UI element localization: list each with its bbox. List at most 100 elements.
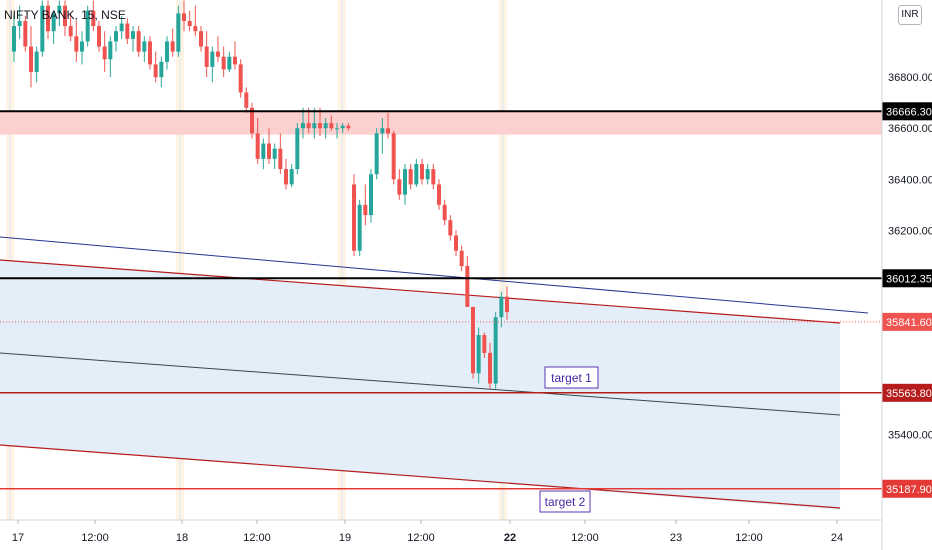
- candle: [68, 13, 73, 42]
- candle: [131, 26, 135, 52]
- candle-body: [329, 123, 334, 129]
- candle: [17, 5, 22, 39]
- candle: [289, 163, 294, 187]
- y-tick-label: 35400.00: [888, 430, 932, 442]
- candle-body: [210, 51, 215, 67]
- candle: [187, 10, 192, 32]
- candle-body: [255, 133, 260, 159]
- candle: [244, 87, 249, 113]
- candle-body: [23, 20, 28, 47]
- candle: [102, 31, 107, 73]
- candle-body: [244, 92, 249, 108]
- level-label: 36666.30: [886, 106, 932, 118]
- candle: [255, 118, 260, 164]
- candle: [221, 46, 226, 78]
- candle: [250, 102, 254, 139]
- candle: [114, 26, 118, 52]
- target-label: target 1: [551, 371, 592, 385]
- candle: [267, 128, 271, 164]
- channel-fill: [0, 260, 840, 510]
- candle-body: [306, 123, 311, 129]
- candle-body: [193, 26, 198, 32]
- candle-body: [471, 306, 475, 374]
- channel-bottom-line: [0, 444, 841, 509]
- y-tick-label: 36200.00: [888, 225, 932, 237]
- zone-layer: [0, 111, 882, 510]
- candle: [346, 123, 351, 131]
- candle: [233, 41, 237, 70]
- candle-body: [335, 128, 339, 130]
- candle-body: [284, 169, 288, 185]
- candle: [238, 59, 243, 98]
- channel-top-line: [0, 259, 841, 324]
- candle-body: [148, 41, 152, 65]
- candle-body: [374, 133, 379, 175]
- candle-body: [488, 352, 492, 384]
- candle-body: [357, 204, 362, 251]
- candle: [85, 5, 90, 47]
- candle-body: [408, 169, 413, 185]
- level-label: 35841.60: [886, 317, 932, 329]
- candle-body: [414, 163, 419, 185]
- candle: [176, 5, 181, 57]
- candle-body: [301, 123, 305, 129]
- currency-button[interactable]: INR: [898, 5, 922, 25]
- candle: [301, 107, 305, 139]
- candle-body: [431, 169, 436, 185]
- candle-body: [142, 41, 147, 52]
- level-label: 36012.35: [886, 273, 932, 285]
- candle-body: [153, 64, 158, 78]
- candle: [386, 112, 390, 139]
- candle-body: [51, 13, 56, 32]
- candle: [335, 123, 339, 139]
- x-tick-label: 18: [176, 532, 188, 544]
- candle: [374, 128, 379, 180]
- candle-body: [369, 174, 373, 216]
- candle-body: [312, 123, 317, 129]
- candle-body: [346, 125, 351, 129]
- candle-body: [221, 56, 226, 70]
- candle: [352, 174, 356, 256]
- candle: [391, 130, 396, 185]
- y-tick-label: 36600.00: [888, 123, 932, 135]
- candle-body: [68, 26, 73, 37]
- candle-body: [17, 20, 22, 27]
- candle: [272, 143, 277, 170]
- candle: [165, 36, 169, 70]
- candle-body: [233, 56, 237, 65]
- candle: [97, 20, 101, 52]
- candle-body: [187, 20, 192, 27]
- candle: [397, 169, 402, 200]
- candle-body: [125, 23, 130, 39]
- candle: [357, 199, 362, 256]
- candle: [210, 46, 215, 83]
- candle: [454, 230, 458, 256]
- candle: [482, 332, 487, 359]
- candle: [12, 13, 16, 62]
- candle: [278, 133, 283, 175]
- candle: [295, 123, 300, 175]
- supply-zone: [0, 111, 882, 135]
- candle-body: [204, 46, 209, 67]
- candle-body: [425, 169, 430, 180]
- candle: [380, 118, 385, 154]
- candle-body: [386, 128, 390, 134]
- candle-body: [261, 143, 266, 159]
- candle: [40, 0, 45, 57]
- candle: [204, 31, 209, 78]
- target-box: [539, 490, 591, 513]
- candle-body: [238, 64, 243, 93]
- level-label: 35187.90: [886, 484, 932, 496]
- level-label: 35563.80: [886, 388, 932, 400]
- candle: [459, 245, 464, 272]
- level-label-box: [882, 269, 932, 288]
- candle: [57, 0, 62, 27]
- candle-body: [272, 148, 277, 159]
- candle: [329, 115, 334, 131]
- level-label-box: [882, 102, 932, 121]
- candle: [284, 158, 288, 190]
- symbol-title: NIFTY BANK, 15, NSE: [4, 8, 126, 22]
- candle: [442, 199, 447, 226]
